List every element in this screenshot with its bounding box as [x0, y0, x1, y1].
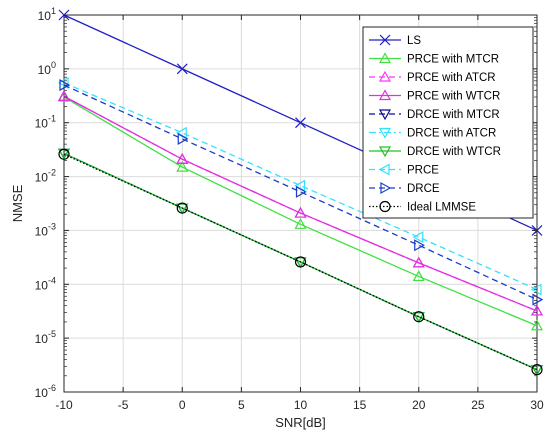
legend-entry: DRCE with ATCR	[369, 128, 496, 140]
triangle-up-marker	[378, 52, 392, 64]
ticks: -10 -5 0 5 10 15 20 25 30 10-6 10-5 10-4 10-3 10-2 10-…	[35, 6, 544, 412]
triangle-up-marker	[530, 304, 544, 316]
legend-entry: PRCE with ATCR	[369, 70, 496, 84]
circle-marker	[413, 311, 425, 323]
triangle-down-marker	[530, 365, 544, 376]
series-line	[63, 82, 538, 291]
legend-entry: DRCE with WTCR	[369, 146, 501, 158]
y-tick-label: 10-5	[35, 329, 56, 346]
legend-entry: Ideal LMMSE	[369, 200, 476, 214]
series-7	[57, 76, 542, 296]
series-line	[63, 95, 538, 312]
triangle-right-marker	[414, 239, 425, 252]
legend-entry: LS	[369, 34, 421, 47]
legend-entry: DRCE	[369, 181, 440, 195]
series-8	[59, 79, 544, 306]
legend-label: DRCE	[407, 183, 440, 195]
series-line	[63, 96, 538, 327]
triangle-up-marker	[294, 206, 307, 218]
x-tick-label: 25	[471, 398, 485, 412]
legend-entry: DRCE with MTCR	[369, 109, 500, 121]
legend-label: DRCE with WTCR	[407, 146, 501, 158]
legend-label: PRCE with ATCR	[407, 72, 496, 84]
x-tick-label: 15	[353, 398, 367, 412]
triangle-up-marker	[176, 160, 189, 172]
triangle-right-marker	[380, 181, 392, 195]
legend-entry: PRCE with WTCR	[369, 89, 500, 103]
x-tick-label: -10	[55, 398, 73, 412]
y-tick-label: 10-6	[35, 383, 56, 400]
x-marker	[176, 63, 188, 75]
triangle-down-marker	[176, 203, 189, 215]
legend-label: PRCE with WTCR	[407, 91, 500, 103]
legend-label: PRCE	[407, 165, 439, 177]
triangle-up-marker	[294, 218, 307, 229]
circle-marker	[379, 200, 391, 213]
x-marker	[295, 117, 306, 129]
triangle-up-marker	[378, 89, 392, 101]
legend-label: LS	[407, 35, 421, 47]
triangle-right-marker	[532, 293, 544, 306]
legend: LS PRCE with MTCR PRCE with ATCR PRCE with …	[362, 26, 534, 219]
triangle-down-marker	[378, 109, 392, 121]
x-tick-label: 10	[294, 398, 308, 412]
triangle-up-marker	[412, 270, 425, 282]
circle-marker	[294, 256, 307, 268]
legend-entry: PRCE with MTCR	[369, 52, 499, 66]
x-tick-label: -5	[118, 398, 129, 412]
triangle-down-marker	[378, 146, 392, 158]
triangle-up-marker	[57, 90, 71, 101]
triangle-down-marker	[378, 127, 392, 139]
y-tick-label: 100	[38, 60, 56, 77]
triangle-down-marker	[294, 257, 307, 269]
triangle-left-marker	[57, 76, 69, 89]
x-tick-label: 30	[530, 398, 544, 412]
y-tick-label: 10-4	[35, 275, 56, 292]
y-tick-label: 101	[38, 6, 56, 23]
legend-label: DRCE with MTCR	[407, 109, 500, 121]
series-3	[57, 90, 544, 316]
triangle-right-marker	[295, 185, 307, 198]
series-line	[63, 153, 538, 371]
triangle-right-marker	[177, 132, 189, 145]
series-line	[63, 84, 538, 301]
triangle-left-marker	[294, 179, 306, 192]
legend-label: DRCE with ATCR	[407, 128, 496, 140]
legend-label: Ideal LMMSE	[407, 202, 476, 214]
triangle-right-marker	[59, 79, 71, 92]
y-axis-label: NMSE	[10, 184, 25, 222]
x-tick-label: 5	[238, 398, 245, 412]
x-axis-label: SNR[dB]	[275, 415, 326, 430]
x-tick-label: 0	[179, 398, 186, 412]
triangle-left-marker	[378, 163, 390, 176]
triangle-up-marker	[176, 152, 189, 164]
circle-marker	[176, 202, 188, 214]
x-marker	[379, 34, 391, 46]
triangle-up-marker	[530, 319, 544, 331]
y-tick-label: 10-3	[35, 221, 56, 238]
triangle-left-marker	[412, 231, 424, 244]
circle-marker	[531, 364, 543, 376]
x-tick-label: 20	[412, 398, 426, 412]
circle-marker	[58, 148, 70, 160]
series-9	[58, 148, 543, 376]
y-tick-label: 10-1	[35, 114, 56, 131]
triangle-up-marker	[412, 256, 425, 268]
legend-label: PRCE with MTCR	[407, 54, 499, 66]
legend-entry: PRCE	[369, 163, 439, 177]
triangle-up-marker	[378, 70, 392, 82]
y-tick-label: 10-2	[35, 168, 56, 185]
